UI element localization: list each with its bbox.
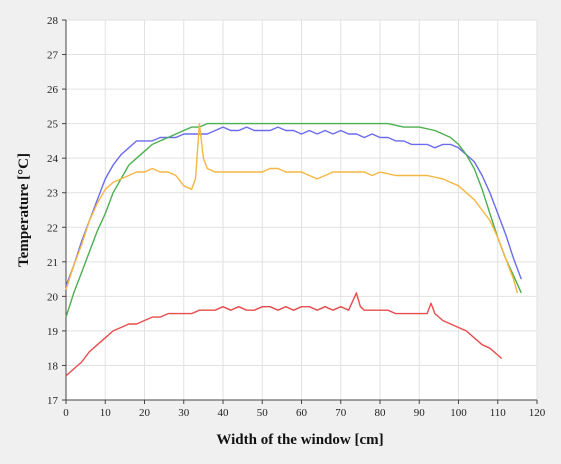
x-tick-label: 110	[490, 407, 507, 419]
y-tick-label: 20	[47, 291, 59, 303]
series-line-4	[65, 292, 503, 377]
y-tick-label: 28	[47, 15, 59, 27]
x-tick-label: 40	[218, 407, 230, 419]
x-tick-label: 100	[450, 407, 467, 419]
x-tick-label: 20	[139, 407, 151, 419]
y-tick-label: 18	[47, 360, 59, 372]
x-tick-label: 10	[100, 407, 112, 419]
y-tick-label: 21	[47, 257, 58, 269]
x-tick-label: 90	[414, 407, 426, 419]
y-tick-label: 27	[47, 50, 59, 62]
series-line-1	[65, 126, 522, 287]
y-axis-title: Temperature [°C]	[16, 153, 32, 267]
y-tick-label: 19	[47, 326, 59, 338]
x-tick-label: 0	[63, 407, 69, 419]
x-tick-label: 120	[529, 407, 546, 419]
x-tick-label: 30	[178, 407, 190, 419]
y-tick-label: 26	[47, 84, 59, 96]
x-axis-title: Width of the window [cm]	[216, 432, 383, 448]
y-tick-label: 22	[47, 222, 58, 234]
y-tick-label: 23	[47, 188, 59, 200]
series-line-2	[65, 122, 522, 318]
x-tick-label: 60	[296, 407, 308, 419]
series-line-3	[65, 122, 519, 294]
x-tick-label: 80	[375, 407, 387, 419]
y-tick-label: 25	[47, 119, 59, 131]
x-tick-label: 50	[257, 407, 269, 419]
x-tick-label: 70	[335, 407, 347, 419]
y-tick-label: 24	[47, 153, 59, 165]
y-tick-label: 17	[47, 395, 59, 407]
